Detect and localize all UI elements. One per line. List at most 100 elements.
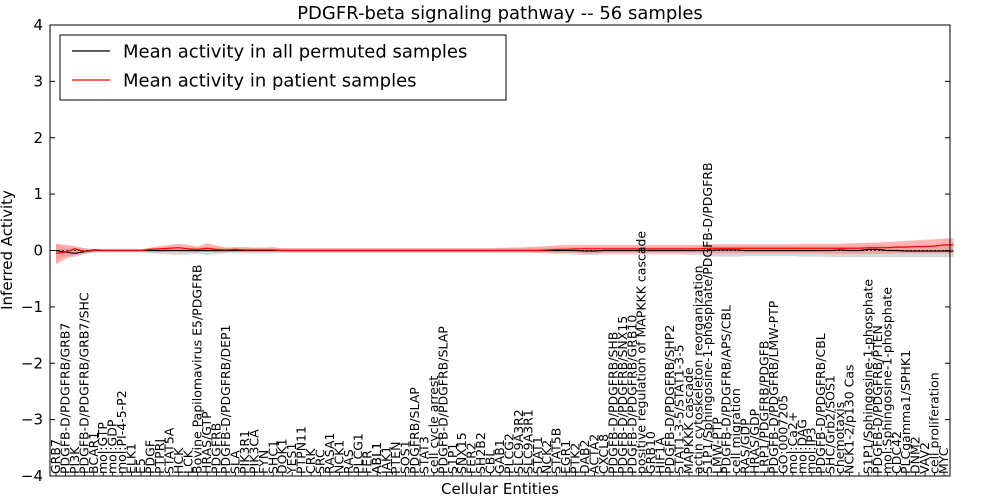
- x-tick-label: mol:GTP: [95, 422, 110, 474]
- x-tick-label: SH2B2: [473, 432, 488, 474]
- x-tick-label: mol:IP3: [804, 427, 819, 474]
- x-axis-label: Cellular Entities: [441, 480, 559, 498]
- x-tick-label: LMW-PTP: [709, 417, 724, 474]
- y-tick-label: 3: [33, 72, 43, 90]
- x-tick-label: GAB1: [492, 439, 507, 474]
- x-tick-label: GO:0007205: [775, 395, 790, 474]
- x-tick-label: PDGFB-D/PDGFRB/GRB7: [57, 323, 72, 474]
- x-tick-label: SLC9A3R1: [520, 409, 535, 474]
- series-line-patient: [55, 244, 954, 254]
- x-tick-label: FER: [360, 450, 375, 474]
- x-tick-label: PDGFB-D/PDGFRB/SHP2: [662, 325, 677, 474]
- x-tick-label: ABL1: [369, 442, 384, 474]
- x-tick-label: SLA: [227, 450, 242, 474]
- x-tick-label: BCAR1: [86, 432, 101, 474]
- x-tick-label: RAS: [341, 449, 356, 474]
- x-tick-label: mol:Ca2+: [785, 412, 800, 474]
- y-axis: −4 −3 −2 −1 0 1 2 3 4: [21, 16, 950, 485]
- x-tick-label: HIF1A: [653, 437, 668, 474]
- x-tick-label: PDGFB-D/PDGFRB/GRB10: [624, 315, 639, 474]
- legend-label-permuted: Mean activity in all permuted samples: [123, 42, 467, 63]
- x-tick-label: PDGFB-D/PDGFRB/LMW-PTP: [766, 300, 781, 474]
- y-axis-label: Inferred Activity: [0, 190, 16, 310]
- x-tick-label: cell proliferation: [927, 372, 942, 474]
- x-tick-label: PIK3CA: [246, 429, 261, 474]
- x-tick-label: STAT5B: [549, 428, 564, 474]
- x-tick-label: CBL: [483, 450, 498, 474]
- x-tick-label: DNM2: [908, 436, 923, 474]
- y-tick-label: 4: [33, 16, 43, 34]
- x-tick-label: cell migration: [728, 388, 743, 474]
- y-tick-label: 2: [33, 129, 43, 147]
- y-tick-label: −2: [21, 354, 43, 372]
- x-tick-label: ACTA2: [586, 434, 601, 474]
- x-tick-label: RASA1: [322, 433, 337, 474]
- x-tick-label: S1P1/Sphingosine-1-phosphate/PDGFB-D/PDG…: [700, 162, 715, 474]
- x-tick-label: PDGFB-D/PDGFRB/GRB7/SHC: [76, 292, 91, 474]
- x-tick-label: PDGFRB: [209, 423, 224, 474]
- x-tick-label: CDC42: [889, 431, 904, 474]
- y-tick-label: −4: [21, 467, 43, 485]
- x-tick-label: mol:DAG: [794, 419, 809, 474]
- x-tick-label: PTPN11: [294, 426, 309, 474]
- x-tick-label: PDGFB-D/PDGFRB/CBL: [813, 333, 828, 474]
- x-tick-label: STAT1: [530, 436, 545, 474]
- x-tick-label: PLCG2: [501, 433, 516, 474]
- x-tick-label: HCK: [171, 447, 186, 474]
- x-tick-label: mol:Sphingosine-1-phosphate: [879, 287, 894, 474]
- x-tick-label: SNX15: [454, 432, 469, 474]
- x-tick-label: EGR1: [558, 440, 573, 474]
- x-tick-label: LRP1/PDGFRB/PDGFB: [757, 341, 772, 474]
- x-tick-label: PDGFB-D/PDGFRB/SHB: [605, 332, 620, 474]
- x-tick-label: mol:GDP: [105, 419, 120, 474]
- x-tick-label: E5: [133, 458, 148, 474]
- x-tick-label: PDGFB-D/PDGFRB/SNX15: [615, 316, 630, 474]
- x-tick-label: VAV2: [917, 442, 932, 474]
- x-tick-label: S1P1: [445, 443, 460, 474]
- y-tick-label: −1: [21, 298, 43, 316]
- y-tick-label: 0: [33, 242, 43, 260]
- x-tick-label: LCK: [180, 449, 195, 474]
- x-tick-label: NCK1-2/p130 Cas: [842, 364, 857, 474]
- x-tick-label: NCK2: [539, 440, 554, 474]
- x-tick-label: GRB10: [643, 431, 658, 474]
- x-tick-label: PTK2: [568, 443, 583, 474]
- x-tick-label: cell cycle arrest: [426, 376, 441, 474]
- x-tick-label: Bovine Papilomavirus E5/PDGFRB: [190, 265, 205, 474]
- x-tick-label: CXCL8: [596, 434, 611, 474]
- x-tick-label: PTEN: [388, 442, 403, 474]
- x-tick-label: SOS1: [398, 440, 413, 474]
- y-tick-label: 1: [33, 185, 43, 203]
- x-tick-label: SHC/Grb2/SOS1: [823, 375, 838, 474]
- x-tick-label: HRAS/GTP: [199, 411, 214, 474]
- x-tick-label: PDGFRB/SLAP: [407, 387, 422, 474]
- legend: Mean activity in all permuted samples Me…: [59, 34, 507, 101]
- x-tick-label: SRC: [313, 449, 328, 474]
- x-tick-label: actin cytoskeleton reorganization: [690, 265, 705, 474]
- x-tick-label: MYC: [936, 447, 951, 474]
- x-tick-label: chemotaxis: [832, 402, 847, 474]
- x-tick-label: PDGFB-D/PDGFRB/SLAP: [435, 326, 450, 474]
- x-tick-label: MAPKKK cascade: [681, 367, 696, 474]
- x-tick-label: PDGFB-D/PDGFRB/APS/CBL: [719, 305, 734, 474]
- x-tick-label: HRAS/GDP: [747, 408, 762, 474]
- x-tick-label: FYN: [256, 450, 271, 474]
- x-tick-label: RAS/GDP: [738, 418, 753, 474]
- x-tick-label: ABL1: [369, 442, 384, 474]
- x-tick-label: CRK: [303, 448, 318, 474]
- x-tick-label: DOK1: [275, 438, 290, 474]
- legend-label-patient: Mean activity in patient samples: [123, 71, 417, 92]
- x-tick-label: PDGFB-D/PDGFRB/PTEN: [870, 325, 885, 474]
- x-tick-label: GRB7: [48, 439, 63, 474]
- x-tick-label: YES1: [284, 443, 299, 475]
- x-tick-label: PDGF: [142, 440, 157, 474]
- x-tick-label: FER2: [464, 442, 479, 474]
- x-tick-label: PDGFB-D/PDGFRB/DEP1: [218, 325, 233, 475]
- plot-area: [50, 238, 954, 265]
- y-tick-label: −3: [21, 411, 43, 429]
- x-tick-label: SLC9A3R2: [511, 409, 526, 474]
- x-tick-label: ELK1: [124, 443, 139, 474]
- x-tick-label: STAT5A: [161, 427, 176, 474]
- x-tick-label: STAT3: [416, 436, 431, 474]
